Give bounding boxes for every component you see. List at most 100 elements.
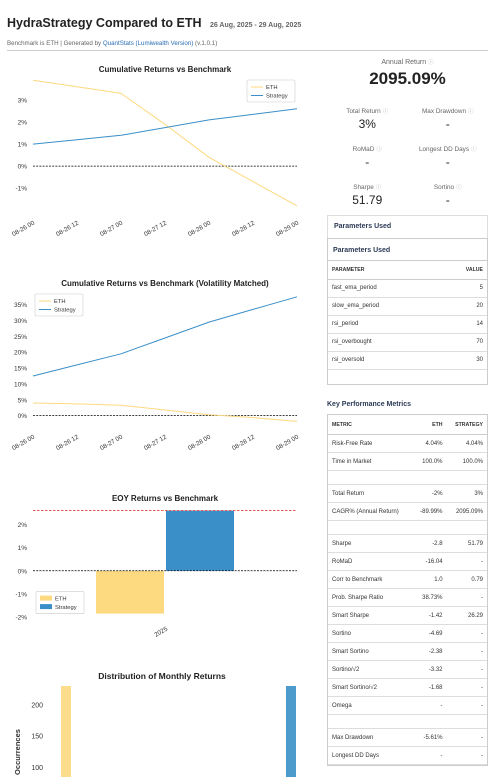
x-tick-label: 2025: [153, 625, 169, 638]
vol-matched-returns-chart: Cumulative Returns vs Benchmark (Volatil…: [11, 279, 300, 452]
metric-label: Sharpe ⓘ: [327, 183, 408, 191]
cell-value: 51.79: [446, 534, 487, 553]
cell-value: -: [446, 660, 487, 679]
x-tick-label: 08-27 12: [143, 219, 168, 238]
eoy-returns-chart: EOY Returns vs Benchmark -2% -1% 0% 1% 2% 2025…: [15, 494, 297, 638]
cell-value: 70: [437, 333, 487, 352]
row-label: slow_ema_period: [328, 297, 438, 316]
params-inner-header: Parameters Used: [328, 243, 487, 261]
cell-value: -2.38: [412, 642, 447, 661]
info-icon: ⓘ: [428, 60, 434, 66]
spacer-cell: [328, 714, 487, 729]
spacer-cell: [328, 520, 487, 535]
y-tick-label: 2%: [18, 120, 28, 127]
row-label: Time in Market: [328, 452, 413, 471]
table-row: Prob. Sharpe Ratio 38.73% -: [328, 588, 487, 607]
table-header-row: PARAMETER VALUE: [328, 261, 487, 280]
header-divider: [7, 50, 488, 51]
table-row: Total Return -2% 3%: [328, 484, 487, 503]
legend-label: Strategy: [55, 605, 77, 611]
row-label: Smart Sharpe: [328, 606, 413, 625]
legend-box: [246, 79, 296, 103]
table-row: Sharpe -2.8 51.79: [328, 534, 487, 553]
x-tick-label: 08-27 00: [99, 433, 124, 452]
table-row: rsi_oversold 30: [328, 351, 487, 370]
params-panel: Parameters Used PARAMETER VALUE fast_ema_…: [327, 238, 488, 385]
legend-swatch: [40, 595, 52, 601]
row-label: RoMaD: [328, 552, 413, 571]
table-row: CAGR% (Annual Return) -89.99% 2095.09%: [328, 502, 487, 521]
spacer-row: [328, 470, 487, 485]
y-tick-label: 2%: [18, 522, 28, 529]
y-tick-label: -2%: [15, 615, 27, 622]
date-range: 26 Aug, 2025 - 29 Aug, 2025: [209, 22, 302, 29]
legend-box: [34, 293, 84, 317]
series-line-strategy: [32, 296, 298, 377]
annual-return-metric: Annual Return ⓘ 2095.09%: [327, 58, 488, 89]
table-row: Sortino -4.69-: [328, 624, 487, 643]
cell-value: -16.04: [412, 552, 447, 571]
x-tick-label: 08-26 12: [55, 433, 80, 452]
table-row: rsi_overbought 70: [328, 333, 487, 352]
info-icon: ⓘ: [375, 185, 382, 191]
params-table: PARAMETER VALUE fast_ema_period 5 slow_ema_…: [328, 261, 487, 370]
summary-grid: Total Return ⓘ 3% Max Drawdown ⓘ - RoMaD ⓘ - Long…: [327, 107, 488, 207]
quantstats-link[interactable]: QuantStats (Lumiwealth Version): [102, 40, 194, 47]
cell-value: 0.79: [446, 570, 487, 589]
cell-value: -: [446, 588, 487, 607]
row-label: rsi_oversold: [328, 351, 438, 370]
summary-metric: Sharpe ⓘ 51.79: [327, 183, 408, 207]
row-label: rsi_period: [328, 315, 438, 334]
cell-value: -: [446, 624, 487, 643]
summary-metric: RoMaD ⓘ -: [327, 145, 408, 169]
page-title: HydraStrategy Compared to ETH: [7, 16, 202, 30]
legend-label: Strategy: [266, 94, 288, 100]
row-label: Smart Sortino/√2: [328, 678, 413, 697]
cell-value: -89.99%: [412, 502, 447, 521]
cell-value: 2095.09%: [446, 502, 487, 521]
y-tick-label: 1%: [18, 142, 28, 149]
metric-value: -: [365, 155, 370, 169]
table-row: Sortino/√2 -3.32-: [328, 660, 487, 679]
metric-value: -: [445, 117, 450, 131]
y-tick-label: -1%: [15, 186, 27, 193]
legend-label: ETH: [55, 597, 67, 603]
metric-value: 3%: [358, 117, 376, 131]
row-label: fast_ema_period: [328, 279, 438, 298]
row-label: Longest DD Days: [328, 746, 413, 765]
kpm-title: Key Performance Metrics: [327, 400, 412, 408]
metric-label-text: Total Return: [346, 108, 381, 115]
table-row: Longest DD Days - -: [328, 746, 487, 765]
table-row: Smart Sortino -2.38-: [328, 642, 487, 661]
cell-value: -4.69: [412, 624, 447, 643]
metric-label: Max Drawdown ⓘ: [408, 107, 489, 115]
column-header: PARAMETER: [328, 261, 438, 280]
x-tick-label: 08-29 00: [275, 219, 300, 238]
y-tick-label: 150: [31, 734, 43, 741]
x-tick-label: 08-26 00: [11, 219, 36, 238]
x-tick-label: 08-29 00: [275, 433, 300, 452]
y-tick-label: 200: [31, 702, 43, 709]
row-label: CAGR% (Annual Return): [328, 502, 413, 521]
row-label: Risk-Free Rate: [328, 434, 413, 453]
metrics-sidebar: Annual Return ⓘ 2095.09% Total Return ⓘ 3% M…: [327, 58, 488, 766]
report-header: HydraStrategy Compared to ETH 26 Aug, 20…: [7, 14, 488, 47]
spacer-cell: [328, 470, 487, 485]
legend-label: ETH: [54, 299, 66, 305]
cumulative-returns-chart: Cumulative Returns vs Benchmark -1% 0% 1% 2%…: [11, 65, 300, 238]
chart-title: Cumulative Returns vs Benchmark (Volatil…: [61, 279, 269, 288]
table-row: Time in Market 100.0% 100.0%: [328, 452, 487, 471]
cell-value: -: [446, 746, 487, 765]
metric-label: Sortino ⓘ: [408, 183, 489, 191]
table-row: Smart Sortino/√2 -1.68-: [328, 678, 487, 697]
x-tick-label: 08-27 12: [143, 433, 168, 452]
y-tick-label: 20%: [14, 350, 27, 357]
legend-swatch: [40, 604, 52, 610]
cell-value: -: [446, 696, 487, 715]
row-label: rsi_overbought: [328, 333, 438, 352]
table-row: Max Drawdown -5.61% -: [328, 728, 487, 747]
y-tick-label: 1%: [18, 545, 28, 552]
cell-value: 100.0%: [412, 452, 447, 471]
summary-metric: Total Return ⓘ 3%: [327, 107, 408, 131]
y-tick-label: 15%: [14, 366, 27, 373]
